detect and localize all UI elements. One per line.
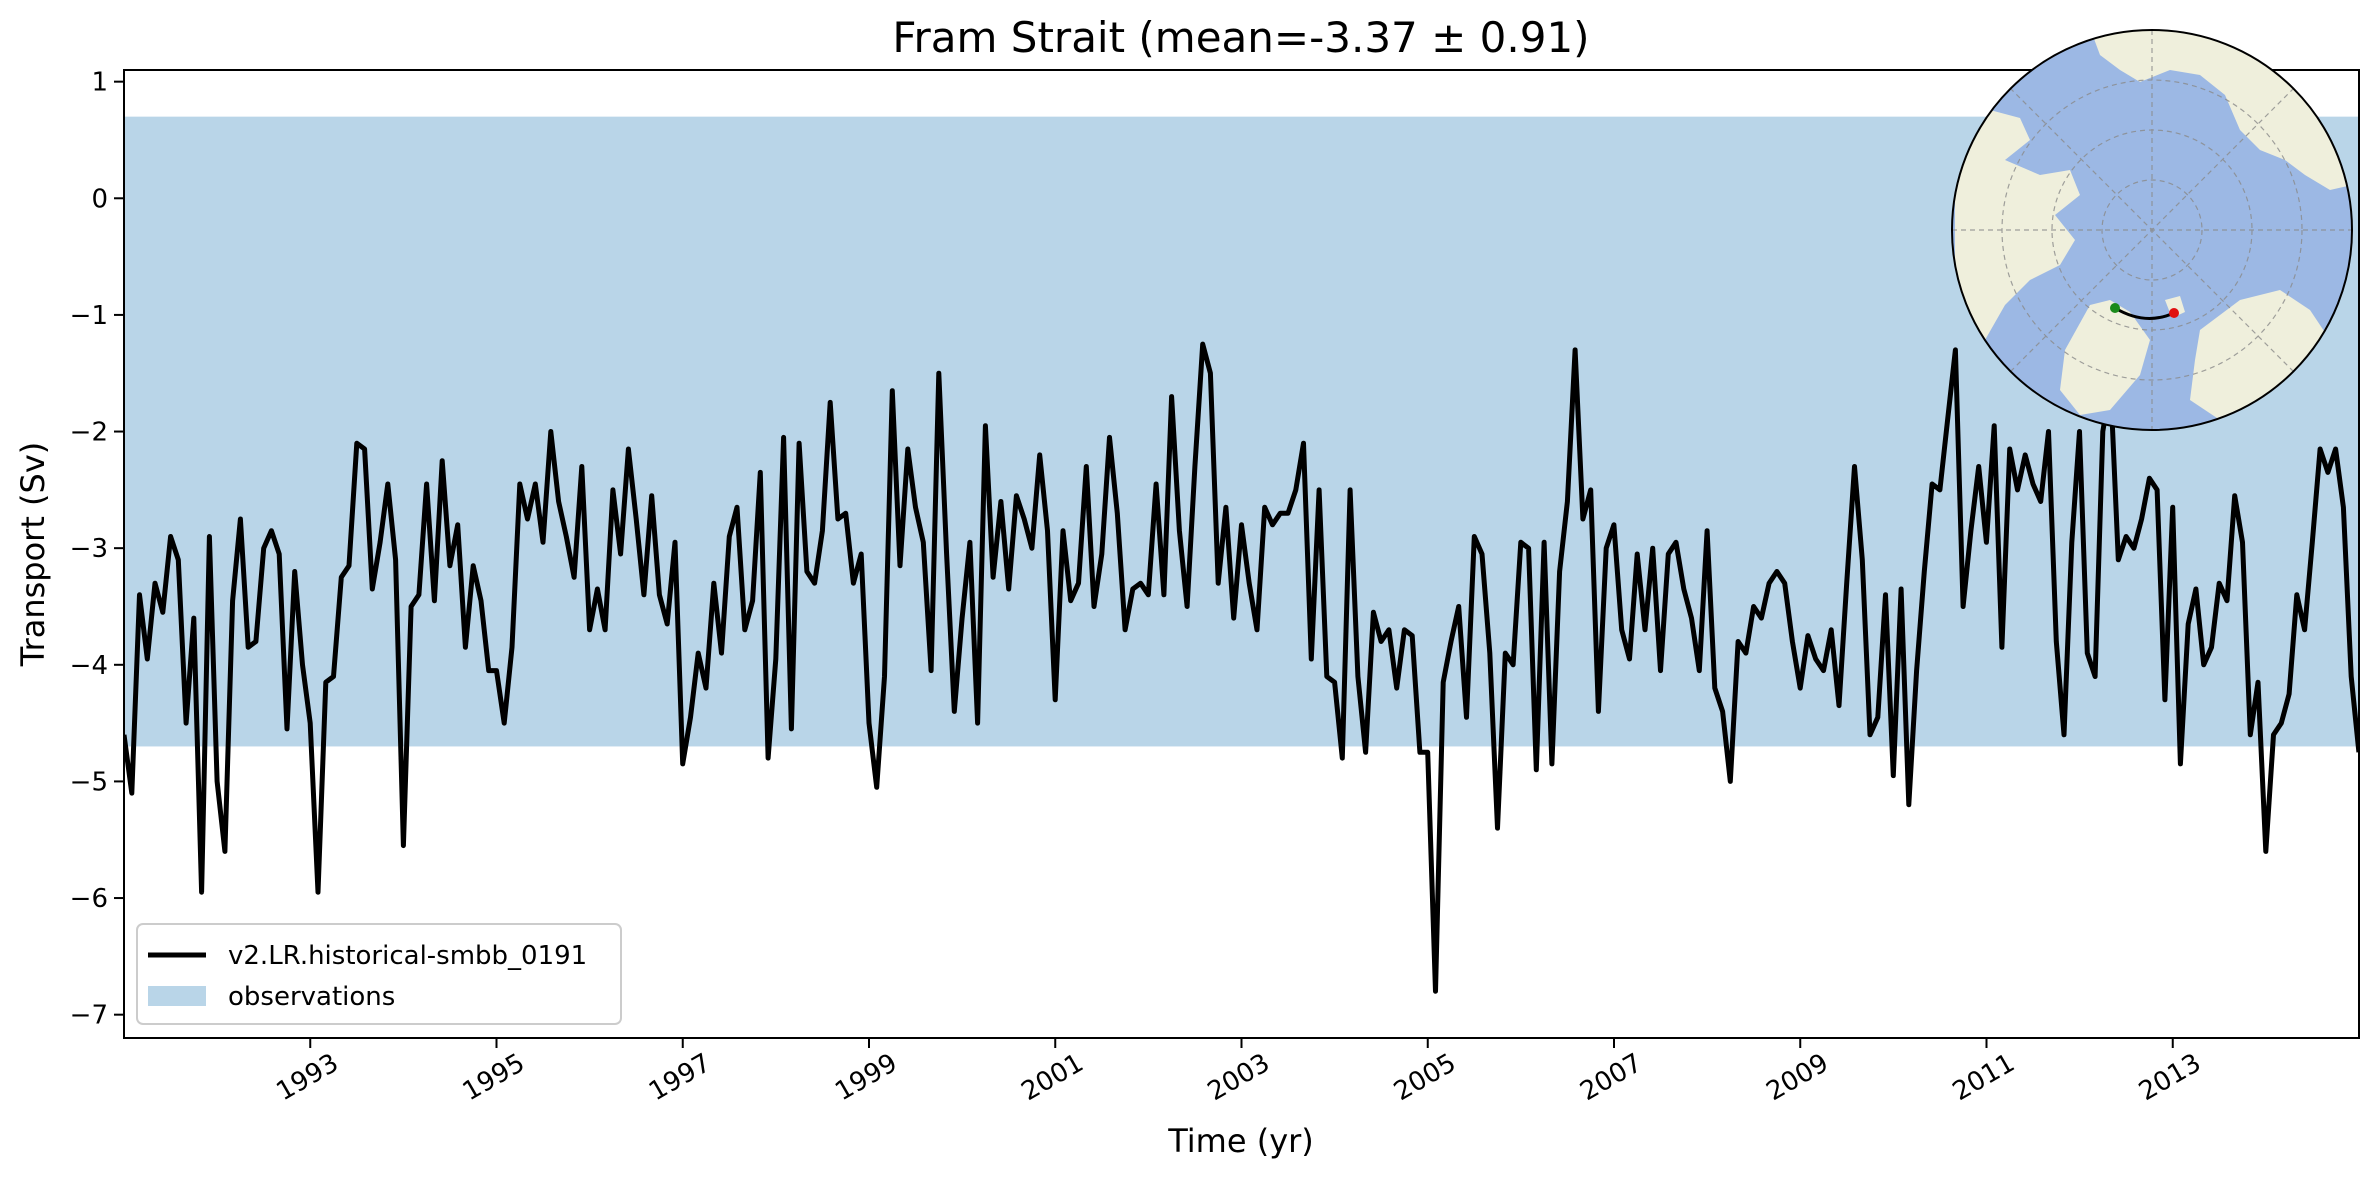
transect-start-marker [2110, 303, 2120, 313]
transect-end-marker [2169, 308, 2179, 318]
legend: v2.LR.historical-smbb_0191 observations [136, 923, 622, 1025]
chart-title: Fram Strait (mean=-3.37 ± 0.91) [892, 13, 1589, 62]
y-tick-label: −4 [70, 651, 108, 681]
y-tick-label: −1 [70, 301, 108, 331]
y-tick-label: −5 [70, 767, 108, 797]
map-border [1951, 29, 2353, 431]
x-axis: 1993 1995 1997 1999 2001 2003 2005 2007 2009 2011… [271, 1038, 2206, 1107]
x-tick-label: 1993 [271, 1048, 343, 1107]
inset-map [1951, 29, 2353, 431]
y-tick-label: −3 [70, 534, 108, 564]
map-transect [2114, 306, 2175, 320]
x-tick-label: 1995 [458, 1048, 530, 1107]
legend-series-label: v2.LR.historical-smbb_0191 [228, 941, 587, 971]
x-axis-label: Time (yr) [1167, 1122, 1314, 1160]
map-land [1955, 30, 2352, 420]
series-line [124, 341, 2359, 994]
y-axis: 1 0 −1 −2 −3 −4 −5 −6 −7 [70, 68, 124, 1031]
legend-observations-label: observations [228, 982, 395, 1012]
x-tick-label: 2005 [1389, 1048, 1461, 1107]
legend-band-swatch [148, 986, 206, 1006]
x-tick-label: 2011 [1948, 1048, 2020, 1107]
y-axis-label: Transport (Sv) [14, 442, 52, 668]
map-graticule [1952, 30, 2352, 430]
y-tick-label: −6 [70, 884, 108, 914]
x-tick-label: 2013 [2134, 1048, 2206, 1107]
x-tick-label: 1997 [644, 1048, 716, 1107]
x-tick-label: 2001 [1016, 1048, 1088, 1107]
y-tick-label: 1 [91, 68, 108, 98]
x-tick-label: 2009 [1761, 1048, 1833, 1107]
y-tick-label: 0 [91, 184, 108, 214]
x-tick-label: 2007 [1575, 1048, 1647, 1107]
y-tick-label: −2 [70, 418, 108, 448]
legend-box [136, 923, 622, 1025]
y-tick-label: −7 [70, 1001, 108, 1031]
x-tick-label: 2003 [1203, 1048, 1275, 1107]
x-tick-label: 1999 [830, 1048, 902, 1107]
